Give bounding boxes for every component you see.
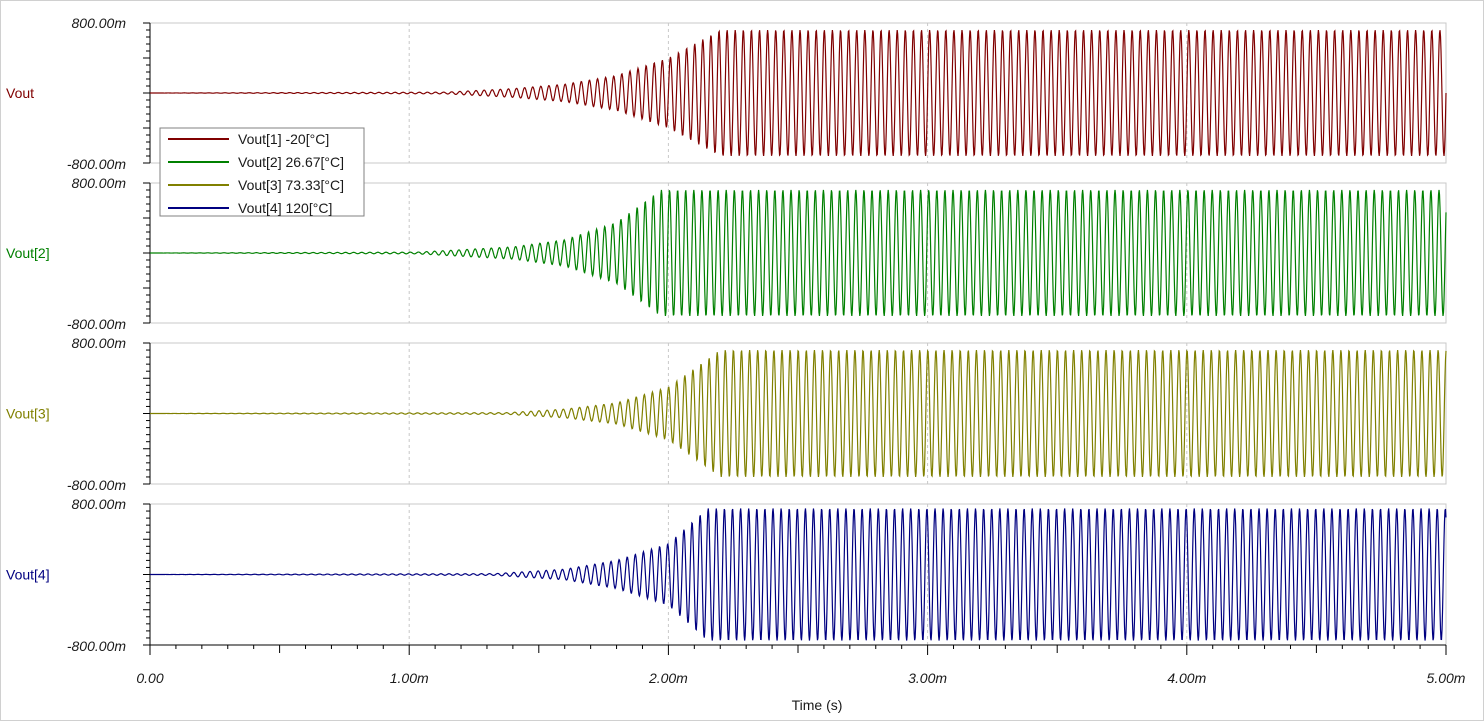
legend-box xyxy=(159,127,365,217)
panel-2: 800.00m -800.00m Vout[2] xyxy=(6,175,1447,332)
y-tick-label-min: -800.00m xyxy=(67,638,126,654)
panel-label: Vout[4] xyxy=(6,567,50,583)
y-tick-label-max: 800.00m xyxy=(72,335,127,351)
panel-label: Vout xyxy=(6,85,34,101)
series-line xyxy=(150,349,1447,478)
panel-label: Vout[2] xyxy=(6,245,50,261)
panel-1: 800.00m -800.00m Vout xyxy=(6,15,1447,172)
x-tick-label: 1.00m xyxy=(390,670,429,686)
x-tick-label: 3.00m xyxy=(908,670,947,686)
x-tick-label: 5.00m xyxy=(1427,670,1466,686)
y-tick-label-max: 800.00m xyxy=(72,15,127,31)
legend-entry: Vout[3] 73.33[°C] xyxy=(238,177,344,193)
panel-label: Vout[3] xyxy=(6,406,50,422)
legend-entry: Vout[1] -20[°C] xyxy=(238,131,329,147)
y-tick-label-max: 800.00m xyxy=(72,496,127,512)
legend: Vout[1] -20[°C] Vout[2] 26.67[°C] Vout[3] … xyxy=(159,127,365,217)
series-line xyxy=(150,189,1447,317)
y-tick-label-min: -800.00m xyxy=(67,477,126,493)
legend-entry: Vout[4] 120[°C] xyxy=(238,200,332,216)
panel-3: 800.00m -800.00m Vout[3] xyxy=(6,335,1447,493)
x-axis: 0.00 1.00m 2.00m 3.00m 4.00m 5.00m xyxy=(136,644,1466,686)
y-tick-label-max: 800.00m xyxy=(72,175,127,191)
y-tick-label-min: -800.00m xyxy=(67,316,126,332)
plot-panels: 800.00m -800.00m Vout 800.00m -800.00m Vout[2… xyxy=(6,15,1447,654)
x-tick-label: 2.00m xyxy=(648,670,688,686)
y-tick-label-min: -800.00m xyxy=(67,156,126,172)
series-line xyxy=(150,508,1447,641)
x-axis-label: Time (s) xyxy=(792,697,843,713)
series-line xyxy=(150,29,1447,157)
x-tick-label: 4.00m xyxy=(1167,670,1206,686)
legend-entry: Vout[2] 26.67[°C] xyxy=(238,154,344,170)
x-tick-label: 0.00 xyxy=(136,670,163,686)
